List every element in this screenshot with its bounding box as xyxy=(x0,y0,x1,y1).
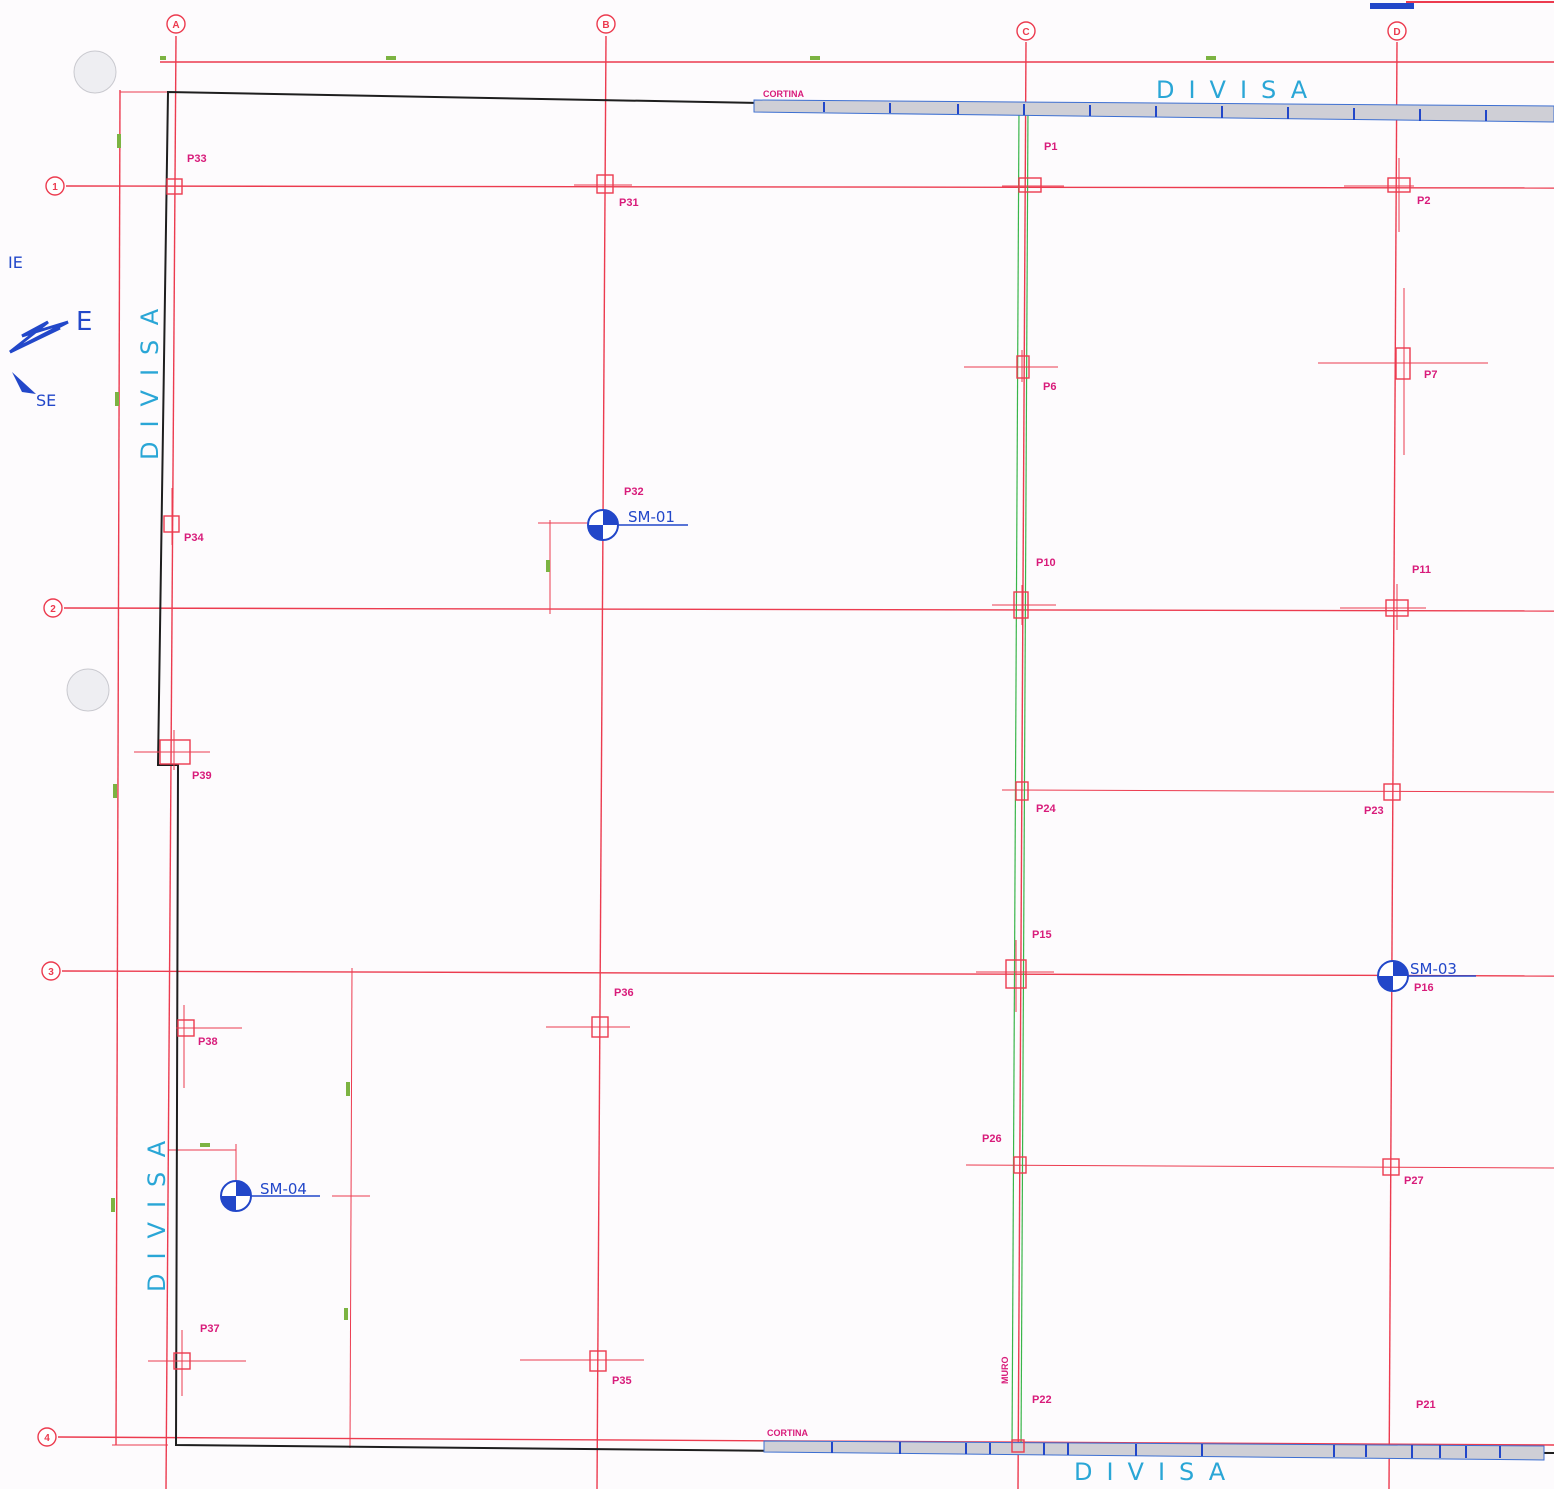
row-grid-lines xyxy=(57,61,1554,1446)
sounding-sm01: SM-01 xyxy=(587,508,688,541)
pillar-label-p33: P33 xyxy=(187,153,207,165)
axis-bubble-c: C xyxy=(1016,21,1036,41)
axis-label-d: D xyxy=(1393,27,1400,38)
pillar-mark-p35 xyxy=(520,1350,644,1372)
pillar-label-p1: P1 xyxy=(1044,141,1057,153)
pillar-mark-p7 xyxy=(1318,288,1488,455)
pillar-mark-p11 xyxy=(1340,584,1426,630)
axis-label-c: C xyxy=(1022,27,1029,38)
pillar-mark-p22 xyxy=(1011,1439,1025,1453)
pillar-label-p2: P2 xyxy=(1417,195,1430,207)
pillar-label-p27: P27 xyxy=(1404,1175,1424,1187)
pillar-label-p16: P16 xyxy=(1414,982,1434,994)
axis-bubble-d: D xyxy=(1387,21,1407,41)
pillar-mark-p37 xyxy=(148,1330,246,1396)
curtain-bottom xyxy=(763,1440,1545,1461)
pillar-label-p35: P35 xyxy=(612,1375,632,1387)
pillar-mark-p33 xyxy=(166,178,183,195)
pillar-label-p24: P24 xyxy=(1036,803,1056,815)
axis-label-1: 1 xyxy=(52,182,58,193)
curtain-top-label: CORTINA xyxy=(763,89,804,99)
pillar-label-p21: P21 xyxy=(1416,1399,1436,1411)
pillar-label-p10: P10 xyxy=(1036,557,1056,569)
pillar-label-p31: P31 xyxy=(619,197,639,209)
axis-label-2: 2 xyxy=(50,604,56,615)
pillar-mark-p23 xyxy=(1383,783,1401,801)
pillar-label-p23: P23 xyxy=(1364,805,1384,817)
row-axis-markers: 1 2 3 4 xyxy=(37,176,65,1447)
pillar-mark-p26 xyxy=(1013,1156,1027,1174)
axis-label-b: B xyxy=(602,20,609,31)
pillar-label-p26: P26 xyxy=(982,1133,1002,1145)
axis-label-a: A xyxy=(172,20,179,31)
divisa-left-lower-label: DIVISA xyxy=(143,1127,171,1292)
axis-label-3: 3 xyxy=(48,967,54,978)
sounding-label-sm01: SM-01 xyxy=(628,508,675,526)
compass-ne-label: IE xyxy=(8,253,23,272)
pillar-label-p32: P32 xyxy=(624,486,644,498)
curtain-top xyxy=(753,99,1554,123)
wall-muro xyxy=(1011,107,1029,1453)
pillar-label-p6: P6 xyxy=(1043,381,1056,393)
sounding-sm03: SM-03 xyxy=(1377,960,1476,992)
axis-label-4: 4 xyxy=(44,1433,50,1444)
sounding-label-sm03: SM-03 xyxy=(1410,960,1457,978)
compass-se-label: SE xyxy=(36,391,56,410)
pillar-markers xyxy=(134,158,1488,1453)
pillar-mark-p31 xyxy=(574,174,632,194)
pillar-label-p11: P11 xyxy=(1412,564,1431,576)
lot-outline xyxy=(156,90,1554,1454)
pillar-label-p36: P36 xyxy=(614,987,634,999)
pillar-mark-p34 xyxy=(163,488,180,545)
punch-holes xyxy=(66,50,117,712)
sounding-sm04: SM-04 xyxy=(220,1180,320,1212)
pillar-label-p38: P38 xyxy=(198,1036,218,1048)
divisa-left-upper-label: DIVISA xyxy=(136,295,164,460)
dimension-lines xyxy=(111,56,1216,1449)
sounding-label-sm04: SM-04 xyxy=(260,1180,307,1198)
divisa-bottom-label: DIVISA xyxy=(1074,1458,1239,1486)
pillar-mark-p27 xyxy=(1382,1158,1400,1176)
curtain-bottom-label: CORTINA xyxy=(767,1428,808,1438)
compass-e-label: E xyxy=(76,307,92,337)
pillar-label-p15: P15 xyxy=(1032,929,1052,941)
axis-bubble-4: 4 xyxy=(37,1427,57,1447)
pillar-label-p37: P37 xyxy=(200,1323,220,1335)
compass-arrows: IE E SE xyxy=(8,253,92,410)
pillar-mark-p6 xyxy=(964,350,1058,382)
pillar-label-p7: P7 xyxy=(1424,369,1437,381)
wall-label: MURO xyxy=(1000,1357,1010,1385)
pillar-mark-p24 xyxy=(1015,781,1029,801)
pillar-labels: P1 P2 P6 P7 P10 P11 P15 P16 P21 P22 P23 … xyxy=(184,141,1437,1411)
pillar-mark-p10 xyxy=(992,585,1056,625)
column-grid-lines xyxy=(115,35,1398,1489)
pillar-label-p22: P22 xyxy=(1032,1394,1052,1406)
axis-bubble-b: B xyxy=(596,14,616,34)
pillar-mark-p39 xyxy=(134,730,210,770)
pillar-mark-p2 xyxy=(1344,158,1414,232)
column-axis-markers: A B C D xyxy=(166,14,1407,41)
pillar-mark-p1 xyxy=(1002,177,1064,193)
pillar-mark-p36 xyxy=(546,1016,630,1038)
pillar-label-p39: P39 xyxy=(192,770,212,782)
scale-mark xyxy=(1370,1,1554,9)
divisa-top-label: DIVISA xyxy=(1156,76,1321,104)
pillar-label-p34: P34 xyxy=(184,532,204,544)
pillar-mark-p38 xyxy=(176,1005,242,1088)
axis-bubble-1: 1 xyxy=(45,176,65,196)
axis-bubble-2: 2 xyxy=(43,598,63,618)
pillar-mark-p15 xyxy=(976,940,1054,1012)
axis-bubble-a: A xyxy=(166,14,186,34)
axis-bubble-3: 3 xyxy=(41,961,61,981)
